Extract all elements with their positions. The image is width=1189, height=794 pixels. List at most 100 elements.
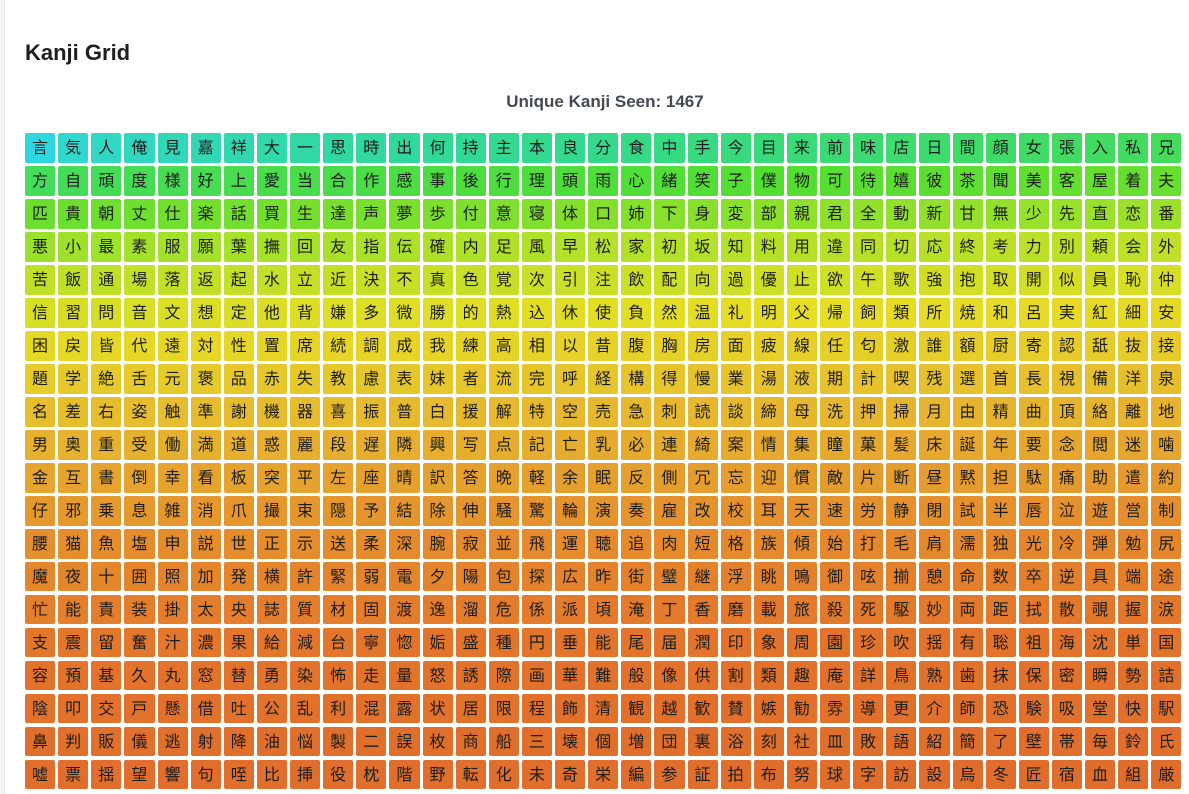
kanji-cell[interactable]: 歓 [687,693,718,724]
kanji-cell[interactable]: 校 [720,495,751,526]
kanji-cell[interactable]: 央 [223,594,254,625]
kanji-cell[interactable]: 皆 [91,330,122,361]
kanji-cell[interactable]: 腕 [422,528,453,559]
kanji-cell[interactable]: 姉 [621,198,652,229]
kanji-cell[interactable]: 信 [25,297,56,328]
kanji-cell[interactable]: 待 [853,165,884,196]
kanji-cell[interactable]: 妹 [422,363,453,394]
kanji-cell[interactable]: 鼻 [25,726,56,757]
kanji-cell[interactable]: 厨 [985,330,1016,361]
kanji-cell[interactable]: 連 [654,429,685,460]
kanji-cell[interactable]: 板 [223,462,254,493]
kanji-cell[interactable]: 兄 [1151,133,1182,163]
kanji-cell[interactable]: 達 [323,198,354,229]
kanji-cell[interactable]: 久 [124,660,155,691]
kanji-cell[interactable]: 布 [753,759,784,790]
kanji-cell[interactable]: 趣 [786,660,817,691]
kanji-cell[interactable]: 奏 [621,495,652,526]
kanji-cell[interactable]: 服 [157,231,188,262]
kanji-cell[interactable]: 対 [190,330,221,361]
kanji-cell[interactable]: 和 [985,297,1016,328]
kanji-cell[interactable]: 母 [786,396,817,427]
kanji-cell[interactable]: 抱 [952,264,983,295]
kanji-cell[interactable]: 松 [588,231,619,262]
kanji-cell[interactable]: 端 [1118,561,1149,592]
kanji-cell[interactable]: 験 [1018,693,1049,724]
kanji-cell[interactable]: 番 [1151,198,1182,229]
kanji-cell[interactable]: 匠 [1018,759,1049,790]
kanji-cell[interactable]: 足 [488,231,519,262]
kanji-cell[interactable]: 票 [58,759,89,790]
kanji-cell[interactable]: 撮 [256,495,287,526]
kanji-cell[interactable]: 方 [25,165,56,196]
kanji-cell[interactable]: 安 [1151,297,1182,328]
kanji-cell[interactable]: 揃 [886,561,917,592]
kanji-cell[interactable]: 席 [290,330,321,361]
kanji-cell[interactable]: 代 [124,330,155,361]
kanji-cell[interactable]: 字 [853,759,884,790]
kanji-cell[interactable]: 刺 [654,396,685,427]
kanji-cell[interactable]: 女 [1018,133,1049,163]
kanji-cell[interactable]: 直 [1085,198,1116,229]
kanji-cell[interactable]: 替 [223,660,254,691]
kanji-cell[interactable]: 氏 [1151,726,1182,757]
kanji-cell[interactable]: 忙 [25,594,56,625]
kanji-cell[interactable]: 傾 [786,528,817,559]
kanji-cell[interactable]: 固 [356,594,387,625]
kanji-cell[interactable]: 仔 [25,495,56,526]
kanji-cell[interactable]: 悪 [25,231,56,262]
kanji-cell[interactable]: 感 [389,165,420,196]
kanji-cell[interactable]: 咥 [223,759,254,790]
kanji-cell[interactable]: 弾 [1085,528,1116,559]
kanji-cell[interactable]: 潤 [687,627,718,658]
kanji-cell[interactable]: 理 [521,165,552,196]
kanji-cell[interactable]: 社 [786,726,817,757]
kanji-cell[interactable]: 詳 [853,660,884,691]
kanji-cell[interactable]: 階 [389,759,420,790]
kanji-cell[interactable]: 十 [91,561,122,592]
kanji-cell[interactable]: 微 [389,297,420,328]
kanji-cell[interactable]: 留 [91,627,122,658]
kanji-cell[interactable]: 宿 [1051,759,1082,790]
kanji-cell[interactable]: 指 [356,231,387,262]
kanji-cell[interactable]: 他 [256,297,287,328]
kanji-cell[interactable]: 取 [985,264,1016,295]
kanji-cell[interactable]: 打 [853,528,884,559]
kanji-cell[interactable]: 族 [753,528,784,559]
kanji-cell[interactable]: 枕 [356,759,387,790]
kanji-cell[interactable]: 容 [25,660,56,691]
kanji-cell[interactable]: 歩 [422,198,453,229]
kanji-cell[interactable]: 月 [919,396,950,427]
kanji-cell[interactable]: 褒 [190,363,221,394]
kanji-cell[interactable]: 外 [1151,231,1182,262]
kanji-cell[interactable]: 割 [720,660,751,691]
kanji-cell[interactable]: 幸 [157,462,188,493]
kanji-cell[interactable]: 死 [853,594,884,625]
kanji-cell[interactable]: 仲 [1151,264,1182,295]
kanji-cell[interactable]: 泉 [1151,363,1182,394]
kanji-cell[interactable]: 段 [323,429,354,460]
kanji-cell[interactable]: 溜 [455,594,486,625]
kanji-cell[interactable]: 世 [223,528,254,559]
kanji-cell[interactable]: 事 [422,165,453,196]
kanji-cell[interactable]: 鈴 [1118,726,1149,757]
kanji-cell[interactable]: 球 [820,759,851,790]
kanji-cell[interactable]: 以 [555,330,586,361]
kanji-cell[interactable]: 不 [389,264,420,295]
kanji-cell[interactable]: 側 [654,462,685,493]
kanji-cell[interactable]: 継 [687,561,718,592]
kanji-cell[interactable]: 夫 [1151,165,1182,196]
kanji-cell[interactable]: 定 [223,297,254,328]
kanji-cell[interactable]: 温 [687,297,718,328]
kanji-cell[interactable]: 経 [588,363,619,394]
kanji-cell[interactable]: 機 [256,396,287,427]
kanji-cell[interactable]: 当 [290,165,321,196]
kanji-cell[interactable]: 晴 [389,462,420,493]
kanji-cell[interactable]: 明 [753,297,784,328]
kanji-cell[interactable]: 器 [290,396,321,427]
kanji-cell[interactable]: 彼 [919,165,950,196]
kanji-cell[interactable]: 思 [323,133,354,163]
kanji-cell[interactable]: 語 [886,726,917,757]
kanji-cell[interactable]: 強 [919,264,950,295]
kanji-cell[interactable]: 屋 [1085,165,1116,196]
